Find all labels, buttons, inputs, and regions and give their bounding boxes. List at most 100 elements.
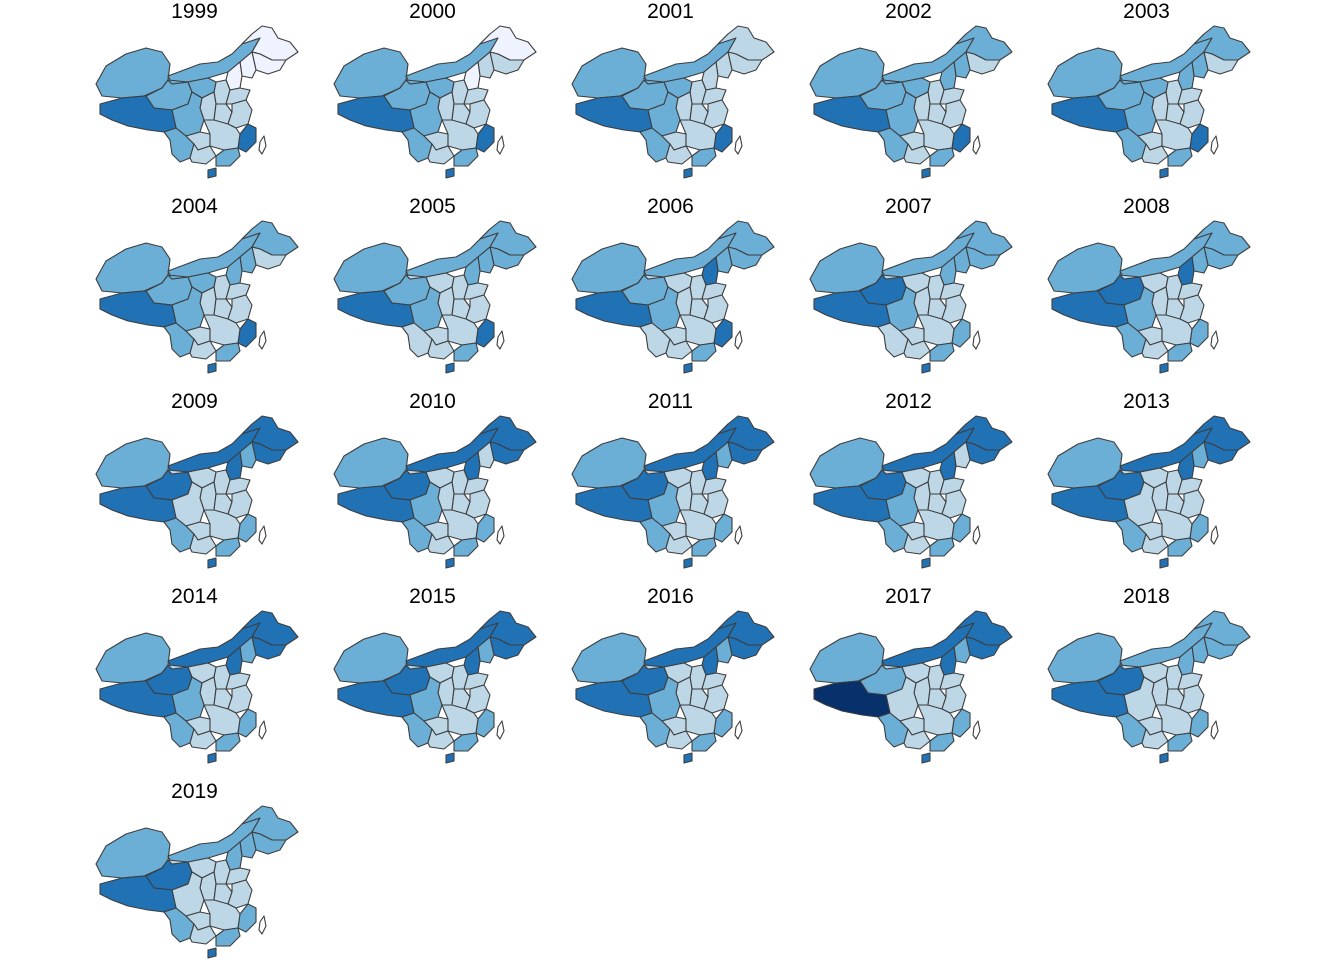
region-hainan — [445, 752, 455, 764]
region-anhui-jiangsu — [703, 684, 729, 714]
region-xinjiang — [333, 437, 409, 489]
region-zhejiang-fujian — [951, 318, 971, 348]
region-guangdong — [453, 147, 479, 167]
region-guangxi — [665, 338, 693, 360]
map-panel-2014: 2014 — [92, 585, 330, 780]
region-anhui-jiangsu — [227, 879, 253, 909]
region-xinjiang — [571, 242, 647, 294]
region-anhui-jiangsu — [227, 489, 253, 519]
map-panel-2018: 2018 — [1044, 585, 1282, 780]
region-guangdong — [691, 537, 717, 557]
region-anhui-jiangsu — [1179, 684, 1205, 714]
region-hainan — [921, 557, 931, 569]
region-guangdong — [215, 537, 241, 557]
region-jilin — [251, 636, 287, 660]
map-panel-2004: 2004 — [92, 195, 330, 390]
panel-year-title: 2005 — [409, 195, 456, 218]
panel-year-title: 2000 — [409, 0, 456, 23]
region-anhui-jiangsu — [465, 294, 491, 324]
region-anhui-jiangsu — [227, 294, 253, 324]
region-jilin — [489, 441, 525, 465]
region-taiwan — [1210, 525, 1219, 545]
region-xinjiang — [571, 47, 647, 99]
map-panel-2009: 2009 — [92, 390, 330, 585]
region-guangxi — [189, 728, 217, 750]
region-anhui-jiangsu — [465, 489, 491, 519]
map-panel-2005: 2005 — [330, 195, 568, 390]
map-panel-2012: 2012 — [806, 390, 1044, 585]
region-xinjiang — [1047, 242, 1123, 294]
region-zhejiang-fujian — [951, 708, 971, 738]
region-guangdong — [1167, 342, 1193, 362]
region-hainan — [207, 167, 217, 179]
region-guangdong — [929, 342, 955, 362]
region-xinjiang — [809, 242, 885, 294]
region-guangdong — [215, 732, 241, 752]
region-anhui-jiangsu — [1179, 99, 1205, 129]
choropleth-map — [809, 415, 1013, 569]
region-anhui-jiangsu — [941, 99, 967, 129]
region-zhejiang-fujian — [1189, 318, 1209, 348]
region-zhejiang-fujian — [475, 708, 495, 738]
region-jilin — [251, 246, 287, 270]
choropleth-map — [809, 610, 1013, 764]
region-taiwan — [1210, 135, 1219, 155]
map-panel-2010: 2010 — [330, 390, 568, 585]
region-zhejiang-fujian — [713, 123, 733, 153]
choropleth-map — [1047, 415, 1251, 569]
region-jilin — [965, 441, 1001, 465]
choropleth-map — [571, 610, 775, 764]
panel-year-title: 2009 — [171, 390, 218, 413]
region-guangxi — [665, 728, 693, 750]
region-hainan — [1159, 362, 1169, 374]
region-guangxi — [903, 143, 931, 165]
region-xinjiang — [95, 242, 171, 294]
region-guangxi — [427, 533, 455, 555]
region-taiwan — [496, 720, 505, 740]
panel-year-title: 2015 — [409, 585, 456, 608]
region-hainan — [921, 362, 931, 374]
map-panel-1999: 1999 — [92, 0, 330, 195]
map-panel-2001: 2001 — [568, 0, 806, 195]
region-xinjiang — [333, 47, 409, 99]
region-hainan — [445, 167, 455, 179]
region-xinjiang — [1047, 437, 1123, 489]
region-guangdong — [1167, 147, 1193, 167]
region-hainan — [683, 557, 693, 569]
map-panel-2008: 2008 — [1044, 195, 1282, 390]
region-taiwan — [734, 720, 743, 740]
region-hainan — [683, 167, 693, 179]
region-jilin — [251, 51, 287, 75]
region-guangxi — [1141, 143, 1169, 165]
region-xinjiang — [333, 242, 409, 294]
choropleth-map — [95, 25, 299, 179]
region-taiwan — [258, 915, 267, 935]
panel-year-title: 2002 — [885, 0, 932, 23]
panel-year-title: 1999 — [171, 0, 218, 23]
choropleth-map — [809, 25, 1013, 179]
region-guangxi — [1141, 338, 1169, 360]
map-panel-2016: 2016 — [568, 585, 806, 780]
choropleth-map — [809, 220, 1013, 374]
region-guangdong — [1167, 732, 1193, 752]
region-jilin — [727, 636, 763, 660]
region-guangxi — [903, 728, 931, 750]
region-taiwan — [972, 135, 981, 155]
choropleth-map — [95, 610, 299, 764]
panel-year-title: 2011 — [647, 390, 694, 413]
region-jilin — [1203, 441, 1239, 465]
region-zhejiang-fujian — [237, 708, 257, 738]
region-jilin — [727, 441, 763, 465]
region-xinjiang — [809, 437, 885, 489]
region-guangdong — [929, 732, 955, 752]
map-panel-2017: 2017 — [806, 585, 1044, 780]
panel-year-title: 2008 — [1123, 195, 1170, 218]
region-xinjiang — [1047, 632, 1123, 684]
region-hainan — [1159, 752, 1169, 764]
region-guangxi — [189, 143, 217, 165]
region-anhui-jiangsu — [227, 684, 253, 714]
region-zhejiang-fujian — [951, 513, 971, 543]
panel-year-title: 2016 — [647, 585, 694, 608]
region-taiwan — [972, 525, 981, 545]
